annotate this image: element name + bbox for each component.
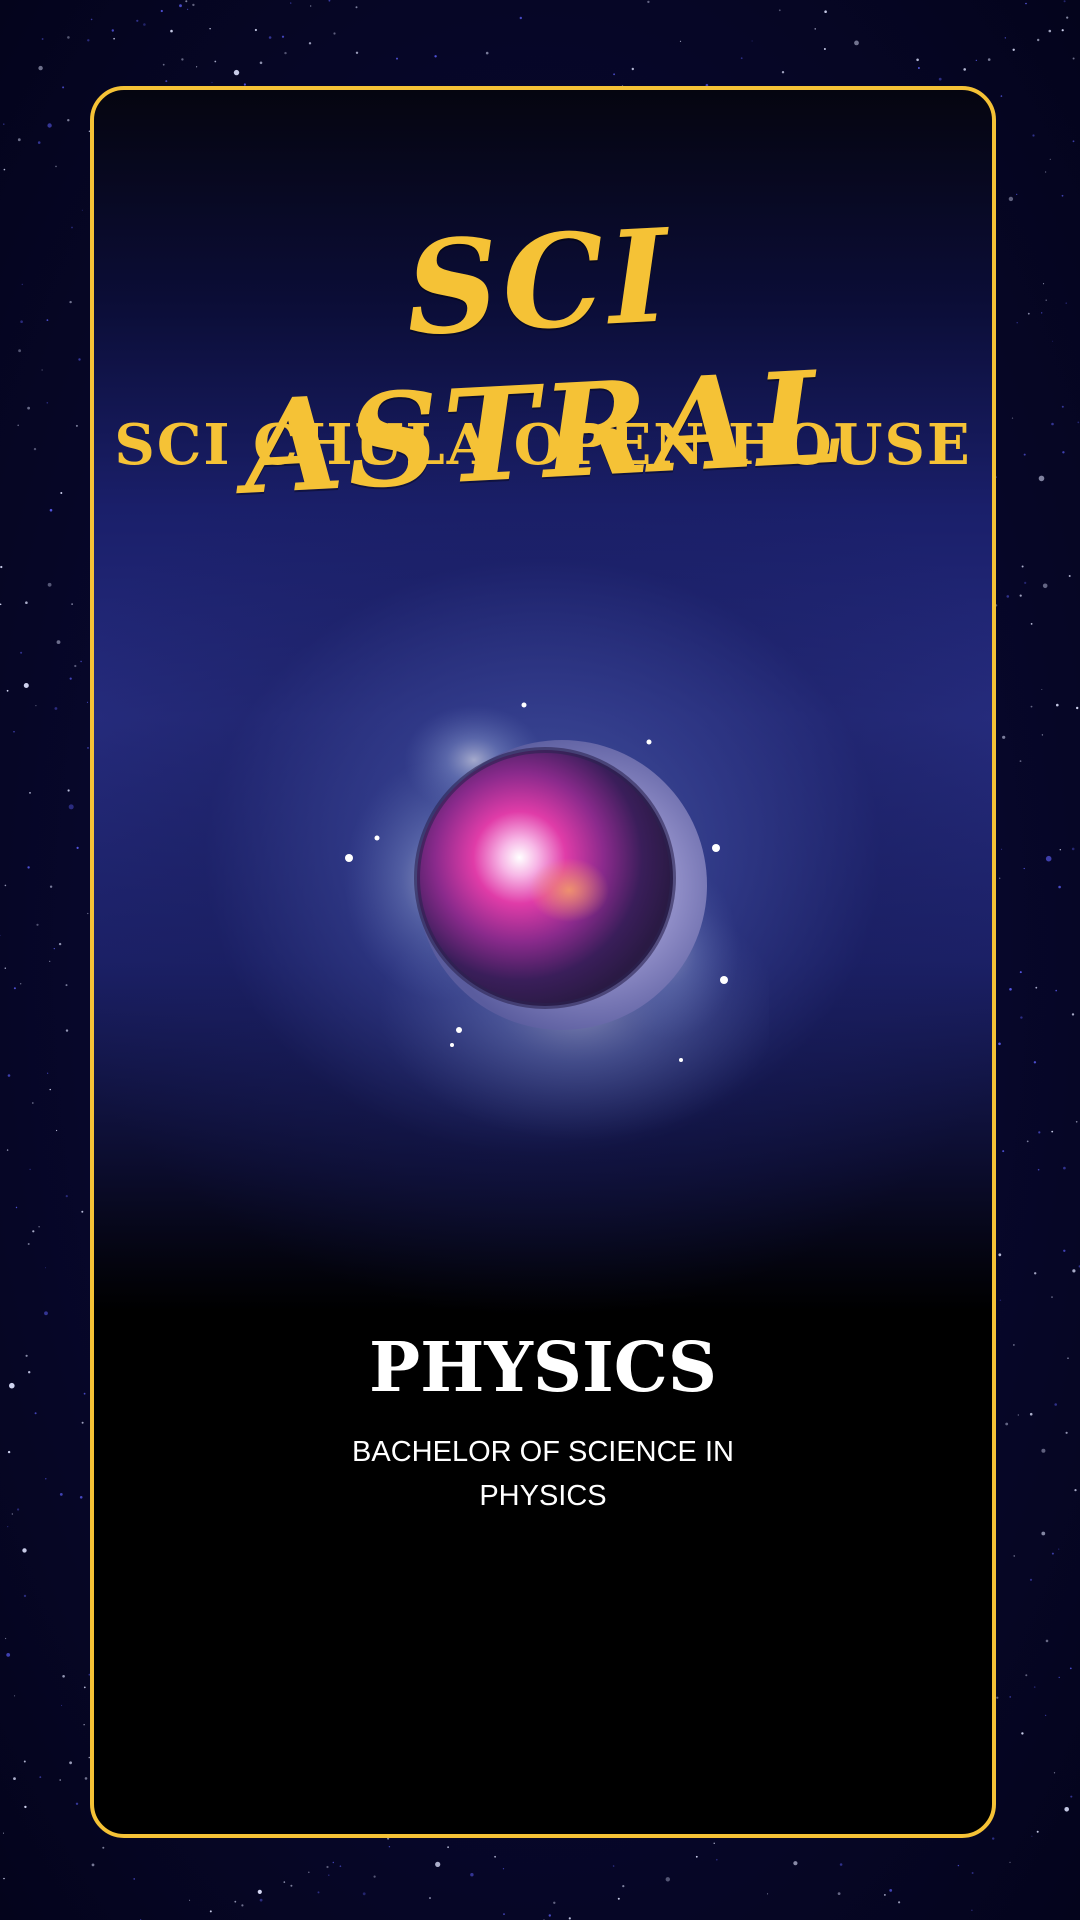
poster-subtitle: SCI CHULA OPEN HOUSE bbox=[114, 412, 972, 478]
degree-name: BACHELOR OF SCIENCE IN PHYSICS bbox=[352, 1436, 734, 1512]
poster-card: SCI ASTRAL SCI CHULA OPEN HOUSE bbox=[90, 86, 996, 1838]
poster-title: SCI ASTRAL bbox=[240, 201, 854, 524]
major-title: PHYSICS bbox=[368, 1328, 718, 1408]
watercolor-moon-nebula-icon bbox=[344, 702, 769, 1140]
